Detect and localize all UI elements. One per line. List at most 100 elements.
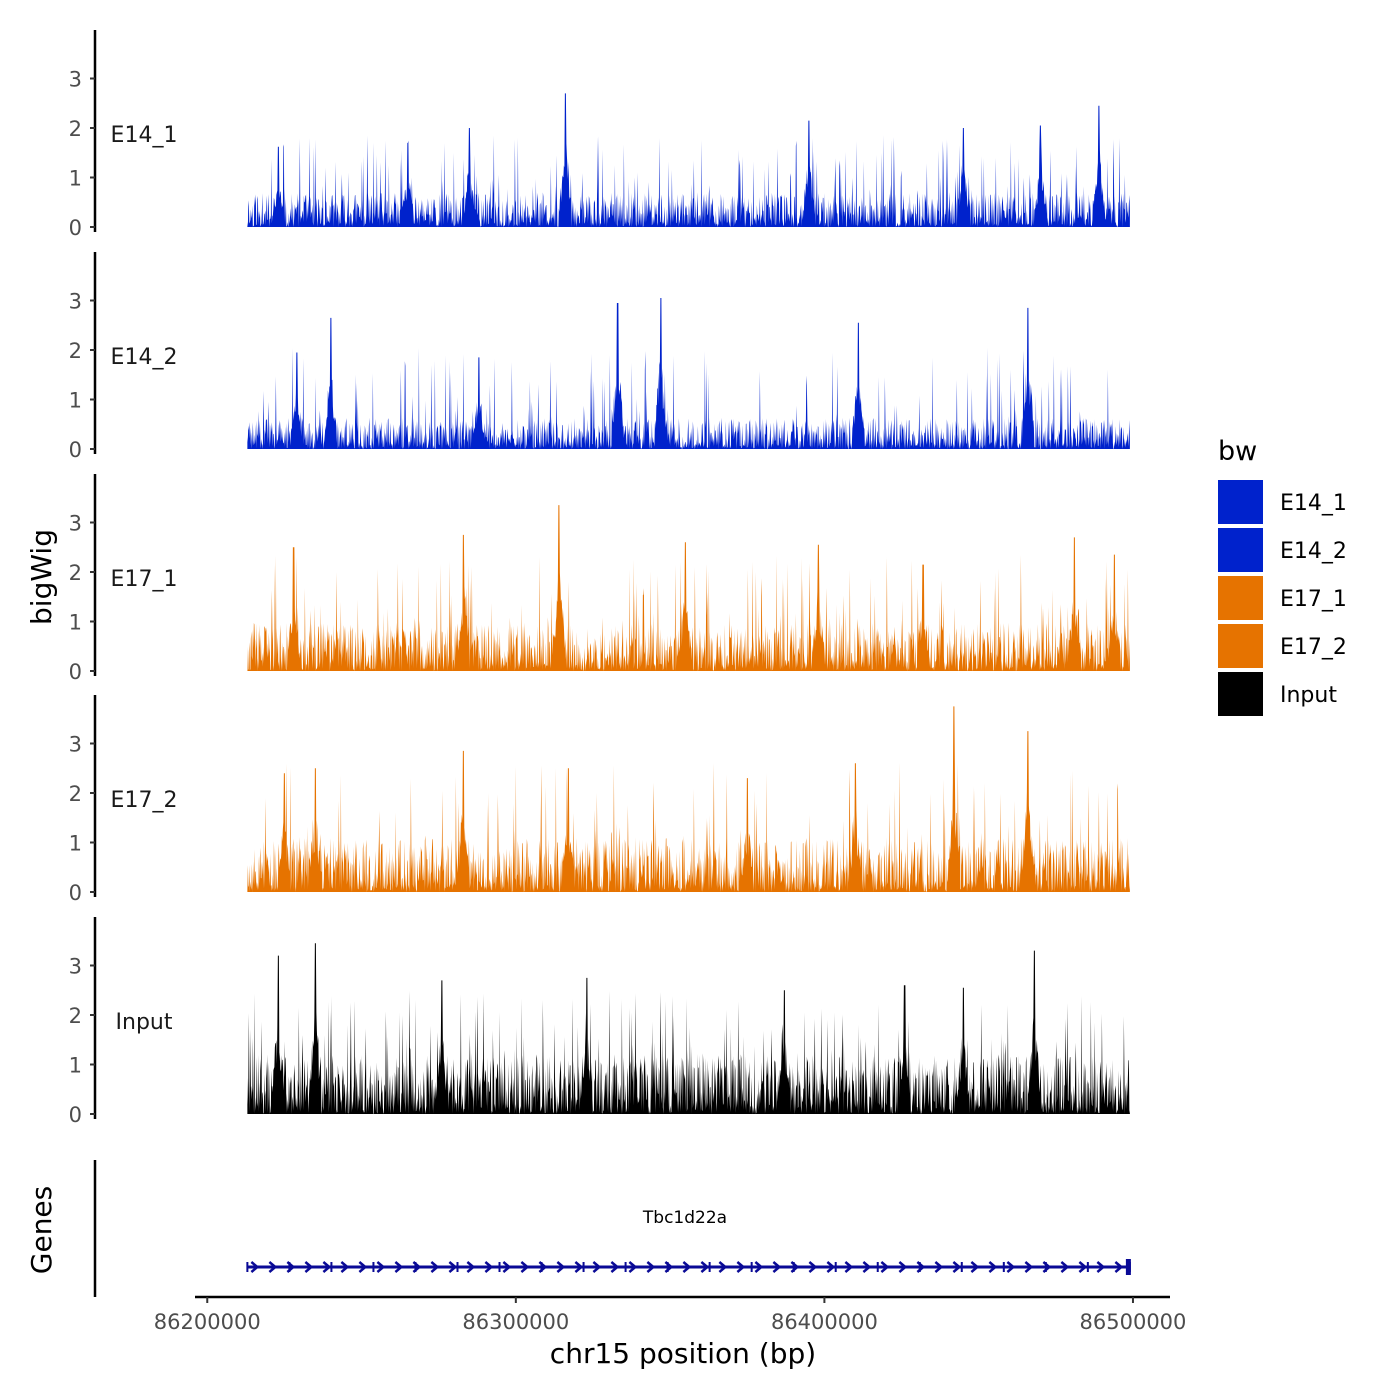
bigwig-tracks: 0 1 2 3 E14_1 0 1 2 3 E14_2 0 1 2 3 E17_1 0 1 2 3 E17_2 0 1 2 3… xyxy=(69,30,1130,1127)
exon xyxy=(330,1262,333,1272)
exon xyxy=(582,1262,585,1272)
gene-name-label: Tbc1d22a xyxy=(642,1208,727,1228)
signal-area-e17-1 xyxy=(247,505,1130,671)
y-tick-label: 3 xyxy=(69,512,82,536)
exon xyxy=(960,1262,963,1272)
exon xyxy=(876,1262,879,1272)
strand-arrow xyxy=(1006,1261,1016,1273)
strand-arrow xyxy=(844,1261,854,1273)
strand-arrow xyxy=(646,1261,656,1273)
strand-arrow xyxy=(466,1261,476,1273)
exon xyxy=(792,1262,795,1272)
strand-arrow xyxy=(826,1261,836,1273)
track-e17-1: 0 1 2 3 E17_1 xyxy=(69,474,1130,684)
track-e14-1: 0 1 2 3 E14_1 xyxy=(69,30,1130,240)
strand-arrow xyxy=(988,1261,998,1273)
y-tick-label: 0 xyxy=(69,881,82,905)
strand-arrow xyxy=(376,1261,386,1273)
legend-swatch xyxy=(1218,624,1263,668)
legend-swatch xyxy=(1218,672,1263,716)
exon xyxy=(288,1262,291,1272)
strand-arrow xyxy=(610,1261,620,1273)
track-label: E17_2 xyxy=(111,788,178,813)
exon xyxy=(414,1262,417,1272)
strand-arrow xyxy=(880,1261,890,1273)
legend: bw E14_1 E14_2 E17_1 E17_2 Input xyxy=(1218,436,1347,716)
x-axis-title: chr15 position (bp) xyxy=(550,1337,816,1370)
strand-arrow xyxy=(448,1261,458,1273)
y-tick-label: 2 xyxy=(69,782,82,806)
strand-arrow xyxy=(484,1261,494,1273)
legend-label: E14_2 xyxy=(1280,539,1347,564)
y-tick-label: 2 xyxy=(69,117,82,141)
x-tick-label: 86500000 xyxy=(1080,1310,1187,1334)
strand-arrow xyxy=(592,1261,602,1273)
exon-end xyxy=(1125,1259,1131,1275)
legend-label: Input xyxy=(1280,683,1337,708)
track-label: E14_1 xyxy=(111,123,178,148)
genes-axis-title: Genes xyxy=(25,1186,58,1274)
strand-arrow xyxy=(502,1261,512,1273)
strand-arrow xyxy=(358,1261,368,1273)
track-label: Input xyxy=(116,1010,173,1035)
strand-arrow xyxy=(304,1261,314,1273)
gene-track: Tbc1d22a xyxy=(93,1160,1131,1297)
exon xyxy=(1002,1262,1005,1272)
strand-arrow xyxy=(1060,1261,1070,1273)
y-tick-label: 1 xyxy=(69,389,82,413)
exon xyxy=(540,1262,543,1272)
y-tick-label: 0 xyxy=(69,438,82,462)
legend-label: E17_1 xyxy=(1280,587,1347,612)
y-tick-label: 1 xyxy=(69,832,82,856)
legend-label: E17_2 xyxy=(1280,635,1347,660)
strand-arrow xyxy=(862,1261,872,1273)
y-tick-label: 0 xyxy=(69,216,82,240)
strand-arrow xyxy=(268,1261,278,1273)
exon xyxy=(834,1262,837,1272)
signal-area-input xyxy=(247,943,1130,1114)
y-tick-label: 3 xyxy=(69,68,82,92)
strand-arrow xyxy=(754,1261,764,1273)
y-tick-label: 1 xyxy=(69,167,82,191)
exon xyxy=(1086,1262,1089,1272)
exon xyxy=(918,1262,921,1272)
y-tick-label: 0 xyxy=(69,1103,82,1127)
y-tick-label: 2 xyxy=(69,339,82,363)
strand-arrow xyxy=(556,1261,566,1273)
track-label: E17_1 xyxy=(111,567,178,592)
track-input: 0 1 2 3 Input xyxy=(69,917,1130,1127)
exon xyxy=(750,1262,753,1272)
strand-arrow xyxy=(1024,1261,1034,1273)
x-axis: 86200000 86300000 86400000 86500000 xyxy=(154,1295,1187,1334)
strand-arrow xyxy=(898,1261,908,1273)
strand-arrow xyxy=(952,1261,962,1273)
exon xyxy=(246,1262,249,1272)
legend-swatch xyxy=(1218,528,1263,572)
strand-arrow xyxy=(1096,1261,1106,1273)
legend-swatch xyxy=(1218,480,1263,524)
exon xyxy=(708,1262,711,1272)
y-tick-label: 2 xyxy=(69,561,82,585)
exon xyxy=(456,1262,459,1272)
track-label: E14_2 xyxy=(111,345,178,370)
strand-arrow xyxy=(250,1261,260,1273)
legend-title: bw xyxy=(1218,436,1257,467)
strand-arrow xyxy=(394,1261,404,1273)
strand-arrow xyxy=(934,1261,944,1273)
y-tick-label: 2 xyxy=(69,1004,82,1028)
signal-area-e14-2 xyxy=(247,298,1130,449)
x-tick-label: 86400000 xyxy=(771,1310,878,1334)
y-tick-label: 0 xyxy=(69,660,82,684)
strand-arrow xyxy=(574,1261,584,1273)
strand-arrow xyxy=(322,1261,332,1273)
strand-arrow xyxy=(340,1261,350,1273)
strand-arrow xyxy=(520,1261,530,1273)
strand-arrow xyxy=(1114,1261,1124,1273)
y-axis-title: bigWig xyxy=(25,529,58,625)
x-tick-label: 86200000 xyxy=(154,1310,261,1334)
strand-arrow xyxy=(682,1261,692,1273)
strand-arrow xyxy=(808,1261,818,1273)
exon xyxy=(624,1262,627,1272)
y-tick-label: 1 xyxy=(69,1054,82,1078)
